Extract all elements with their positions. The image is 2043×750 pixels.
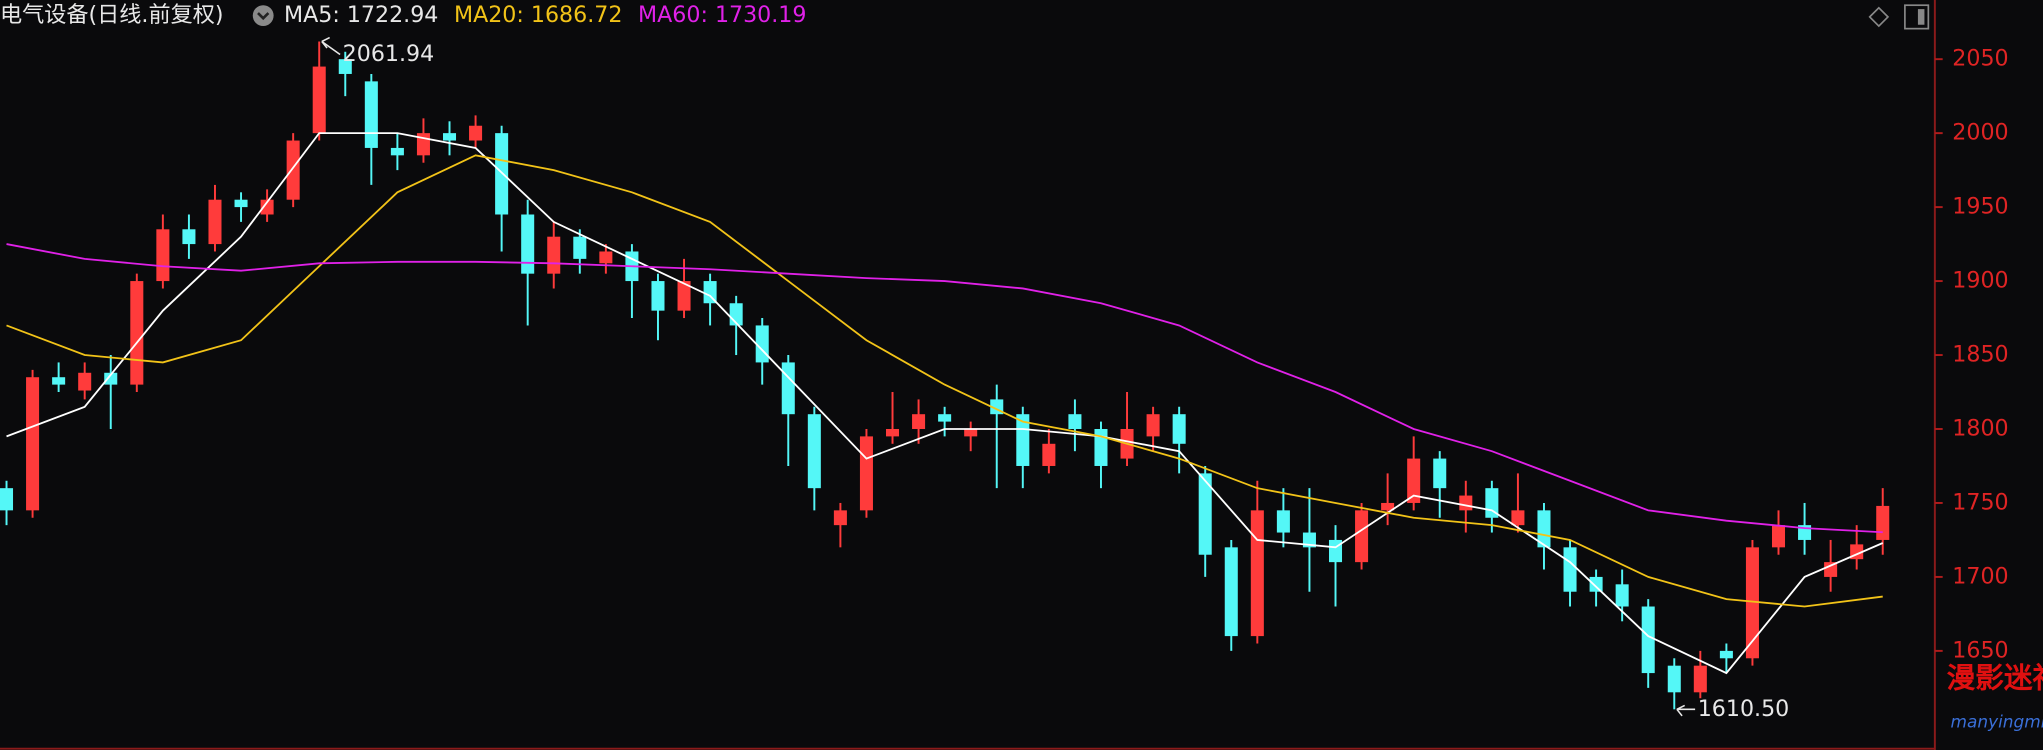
- candle-body: [1224, 547, 1238, 637]
- candle-body: [442, 133, 457, 141]
- candle-body: [755, 325, 769, 363]
- candle-body: [1589, 576, 1603, 592]
- annotation-arrowhead: [1676, 704, 1686, 717]
- candle-body: [599, 251, 613, 264]
- candle-body: [364, 81, 378, 148]
- candle-body: [1198, 473, 1212, 555]
- y-tick-label: 2000: [1952, 120, 2008, 146]
- candle-body: [1355, 510, 1369, 563]
- y-tick-label: 1950: [1952, 194, 2008, 220]
- candle-body: [104, 372, 118, 385]
- candle-body: [390, 147, 404, 156]
- candle-body: [885, 428, 900, 437]
- candle-body: [1667, 665, 1681, 693]
- candle-body: [651, 281, 665, 311]
- candle-body: [260, 199, 274, 215]
- candle-body: [807, 414, 821, 489]
- candle-body: [1302, 532, 1316, 548]
- candle-body: [521, 214, 535, 274]
- y-tick-label: 1850: [1952, 342, 2008, 368]
- candle-body: [338, 59, 352, 74]
- candle-body: [1719, 650, 1733, 659]
- candle-body: [0, 488, 14, 511]
- candle-body: [547, 236, 561, 274]
- candle-body: [1146, 414, 1160, 437]
- candle-body: [182, 229, 196, 245]
- candle-body: [469, 125, 483, 141]
- candle-body: [1537, 510, 1551, 548]
- candle-body: [781, 362, 795, 415]
- candle-body: [703, 281, 717, 304]
- legend-label: MA5: 1722.94: [284, 2, 438, 28]
- candle-body: [208, 199, 222, 245]
- candle-body: [78, 372, 92, 391]
- ma-line: [6, 132, 1884, 675]
- toolbar-icons[interactable]: [1868, 4, 1930, 30]
- legend-label: MA60: 1730.19: [638, 2, 806, 28]
- candle-body: [938, 414, 952, 422]
- y-tick-label: 2050: [1952, 46, 2008, 72]
- dropdown-icon[interactable]: [252, 5, 274, 27]
- y-tick-label: 1800: [1952, 415, 2008, 441]
- candle-body: [573, 236, 587, 259]
- annotation-arrow: [321, 40, 341, 56]
- candle-body: [1511, 510, 1525, 526]
- candle-body: [1094, 428, 1108, 466]
- candle-body: [312, 66, 326, 134]
- candle-body: [1433, 458, 1447, 489]
- chart-title: 电气设备(日线.前复权): [0, 2, 223, 28]
- candle-body: [1459, 495, 1473, 511]
- ma-line: [6, 243, 1883, 534]
- annotation-arrowhead: [321, 36, 330, 49]
- candle-body: [1068, 414, 1082, 429]
- candle-body: [1876, 505, 1890, 540]
- candle-body: [677, 281, 691, 311]
- ma-line: [6, 154, 1883, 608]
- candle-body: [1771, 525, 1786, 548]
- y-tick-label: 1700: [1952, 563, 2008, 589]
- candle-body: [912, 414, 926, 429]
- candle-body: [234, 199, 248, 208]
- candle-body: [26, 377, 40, 511]
- candle-body: [1641, 606, 1655, 674]
- annotation-label: 2061.94: [343, 41, 435, 67]
- candle-body: [1615, 584, 1629, 607]
- annotation-label: 1610.50: [1698, 696, 1790, 722]
- candle-body: [130, 281, 144, 385]
- candle-body: [1016, 414, 1030, 466]
- legend-label: MA20: 1686.72: [454, 2, 622, 28]
- candle-body: [52, 377, 66, 385]
- watermark-title: 漫影迷社区: [1947, 661, 2043, 695]
- candle-body: [1563, 547, 1577, 592]
- y-tick-label: 1750: [1952, 489, 2008, 515]
- candle-body: [156, 229, 170, 282]
- candle-body: [1250, 510, 1264, 637]
- candle-body: [1407, 458, 1421, 503]
- candle-body: [1172, 414, 1186, 444]
- y-tick-label: 1650: [1952, 637, 2008, 663]
- candle-body: [833, 510, 847, 526]
- candle-body: [859, 436, 873, 511]
- candle-body: [1276, 510, 1290, 533]
- candle-body: [1745, 547, 1759, 659]
- candle-body: [286, 140, 300, 200]
- candle-body: [1693, 665, 1707, 693]
- candle-body: [1824, 562, 1838, 577]
- candle-body: [964, 428, 978, 437]
- watermark-url: manyingmi.top: [1950, 712, 2043, 732]
- candle-body: [1042, 443, 1056, 466]
- candle-body: [1381, 502, 1395, 511]
- y-tick-label: 1900: [1952, 268, 2008, 294]
